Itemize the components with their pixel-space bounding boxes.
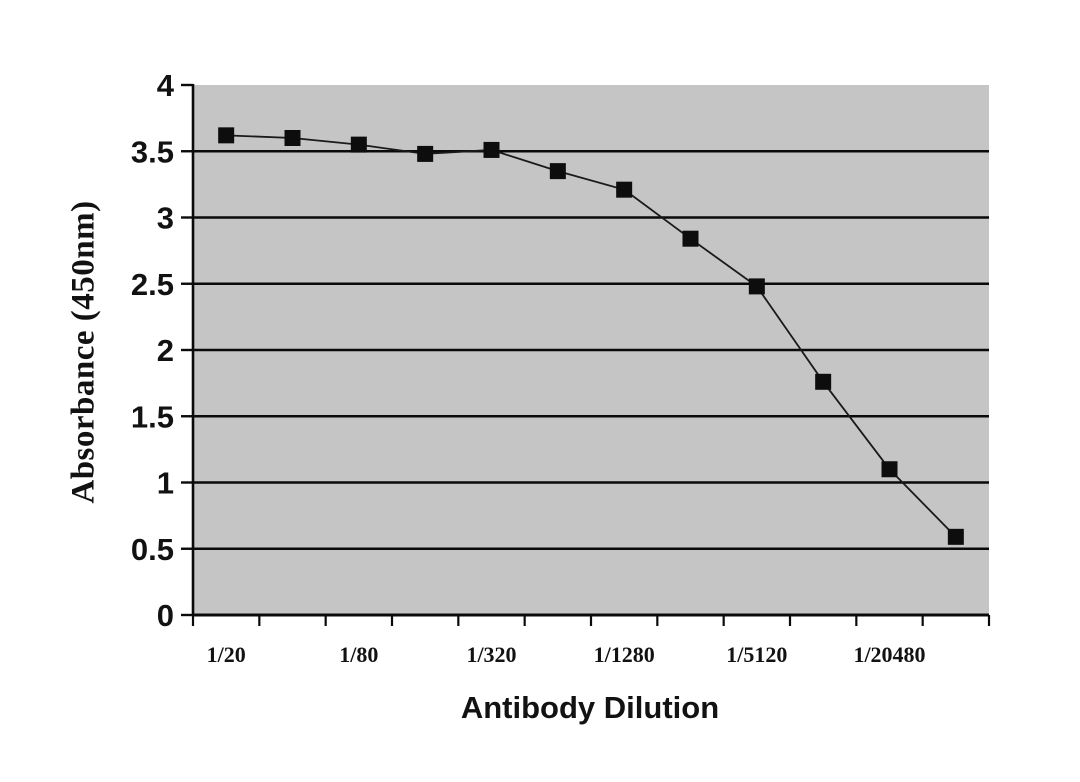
x-tick-label: 1/320	[466, 642, 516, 667]
x-tick-label: 1/5120	[726, 642, 787, 667]
data-point-marker	[748, 278, 765, 295]
y-tick-label: 4	[157, 68, 175, 103]
y-tick-label: 1	[157, 466, 174, 501]
x-tick-label: 1/1280	[594, 642, 655, 667]
data-point-marker	[483, 141, 500, 158]
y-tick-label: 1.5	[131, 399, 174, 434]
data-point-marker	[815, 373, 832, 390]
data-point-marker	[682, 230, 699, 247]
data-point-marker	[417, 145, 434, 162]
y-tick-label: 3	[157, 201, 174, 236]
x-tick-label: 1/20480	[853, 642, 925, 667]
y-tick-label: 0	[157, 598, 174, 633]
data-point-marker	[881, 461, 898, 478]
series-line	[226, 134, 957, 538]
data-point-marker	[284, 130, 301, 146]
y-tick-label: 2	[157, 333, 174, 368]
data-point-marker	[947, 528, 964, 545]
x-axis-title: Antibody Dilution	[460, 690, 720, 725]
x-tick-label: 1/80	[339, 642, 378, 667]
data-point-marker	[616, 181, 633, 198]
x-tick-label: 1/20	[207, 642, 246, 667]
y-tick-label: 2.5	[131, 267, 174, 302]
y-tick-label: 0.5	[131, 532, 174, 567]
data-point-marker	[218, 127, 235, 144]
data-point-marker	[350, 136, 367, 153]
y-tick-label: 3.5	[131, 134, 174, 169]
y-axis-title: Absorbance (450nm)	[65, 200, 102, 504]
data-point-marker	[549, 163, 566, 180]
